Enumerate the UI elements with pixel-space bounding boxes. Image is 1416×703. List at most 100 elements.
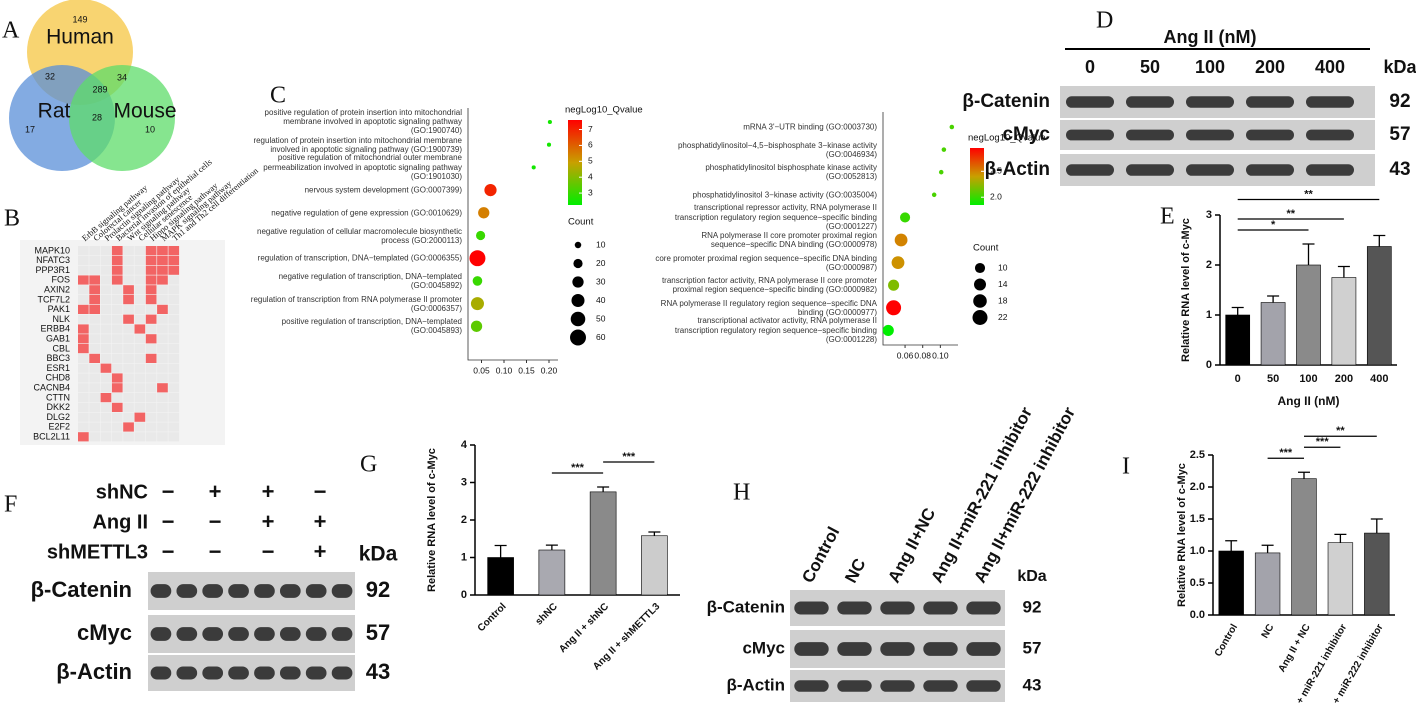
blot-band (279, 584, 301, 598)
condition-sign: − (209, 539, 222, 564)
heatmap-cell (100, 402, 112, 412)
heatmap-cell (89, 373, 100, 383)
size-legend-dot (973, 294, 987, 308)
heatmap-cell (145, 402, 157, 412)
blot-band (305, 666, 327, 680)
heatmap-cell (100, 334, 112, 344)
x-tick-label: Control (476, 601, 509, 634)
heatmap-cell (123, 334, 134, 344)
significance-label: *** (1279, 447, 1293, 459)
blot-band (254, 584, 275, 598)
panel-label: C (270, 83, 286, 109)
blot-row-label: cMyc (1002, 124, 1050, 145)
heatmap-row-label: AXIN2 (44, 284, 70, 294)
heatmap-cell (78, 314, 89, 324)
heatmap-cell (123, 285, 134, 295)
heatmap-cell (111, 246, 123, 256)
venn-count: 149 (72, 14, 87, 24)
dot (938, 169, 944, 175)
heatmap-cell (134, 353, 146, 363)
heatmap-cell (134, 373, 146, 383)
heatmap-cell (89, 314, 100, 324)
heatmap-cell (134, 304, 146, 314)
dot (891, 256, 905, 269)
y-tick-label: 0.5 (1190, 577, 1205, 589)
condition-name: shNC (96, 481, 148, 503)
x-tick-label: 0.15 (518, 365, 535, 375)
heatmap-cell (145, 432, 157, 442)
x-tick-label: 400 (1370, 373, 1388, 385)
heatmap-cell (111, 344, 123, 354)
blot-band (923, 642, 958, 656)
heatmap-cell (134, 265, 146, 275)
heatmap-cell (168, 285, 180, 295)
heatmap-cell (111, 255, 123, 265)
heatmap-cell (100, 412, 112, 422)
panel-label: B (4, 206, 20, 232)
blot-band (331, 666, 353, 680)
heatmap-cell (168, 383, 180, 393)
blot-unit: kDa (1383, 57, 1416, 77)
heatmap-cell (123, 412, 134, 422)
heatmap-cell (123, 246, 134, 256)
heatmap-cell (134, 334, 146, 344)
heatmap-cell (134, 422, 146, 432)
error-bar (1337, 265, 1350, 278)
condition-sign: + (209, 479, 222, 504)
blot-band (837, 601, 872, 615)
blot-band (966, 680, 1001, 692)
heatmap-cell (157, 432, 168, 442)
blot-unit: kDa (359, 543, 398, 566)
heatmap-row-label: CBL (52, 343, 70, 353)
y-tick-label: 1.5 (1190, 513, 1205, 525)
heatmap-cell (111, 363, 123, 373)
dot (894, 233, 908, 247)
error-bar (1302, 243, 1315, 265)
bar (538, 549, 566, 596)
blot-band (1186, 96, 1234, 108)
heatmap-cell (168, 255, 180, 265)
bar (1296, 264, 1321, 366)
y-tick-label: 0.0 (1190, 609, 1205, 621)
x-tick-label: 0.20 (541, 365, 558, 375)
heatmap-cell (134, 363, 146, 373)
heatmap-cell (134, 432, 146, 442)
venn-count: 17 (25, 124, 35, 134)
x-axis-title: Ang II (nM) (1278, 394, 1340, 408)
heatmap-cell (123, 353, 134, 363)
heatmap-cell (111, 334, 123, 344)
dot (931, 192, 937, 198)
blot-band (331, 627, 353, 641)
heatmap-cell (168, 412, 180, 422)
heatmap-cell (123, 255, 134, 265)
blot-band (202, 627, 224, 641)
y-axis-title: Relative RNA level of c-Myc (1176, 463, 1188, 607)
heatmap-cell (89, 353, 100, 363)
heatmap-cell (78, 383, 89, 393)
heatmap-cell (145, 246, 157, 256)
heatmap-cell (78, 255, 89, 265)
heatmap-cell (157, 412, 168, 422)
heatmap-cell (168, 373, 180, 383)
heatmap-cell (111, 353, 123, 363)
heatmap-row-label: DLG2 (46, 412, 70, 422)
significance-label: *** (571, 462, 585, 474)
blot-band (966, 642, 1001, 656)
heatmap-cell (111, 295, 123, 305)
error-bar (1370, 518, 1383, 534)
significance-label: *** (1316, 436, 1330, 448)
blot-band (1246, 129, 1294, 141)
heatmap-cell (157, 353, 168, 363)
blot-band (305, 627, 327, 641)
error-bar (597, 486, 610, 492)
dot (888, 279, 900, 291)
panel-label: I (1122, 454, 1130, 480)
y-tick-label: 3 (1206, 209, 1212, 221)
venn-set-name: Mouse (113, 100, 176, 123)
colorbar-tick-label: 2.5 (990, 166, 1002, 176)
condition-sign: + (262, 509, 275, 534)
dot (470, 297, 484, 311)
blot-band (228, 627, 249, 641)
bar (1366, 246, 1392, 366)
y-tick-label: 2 (461, 514, 467, 526)
